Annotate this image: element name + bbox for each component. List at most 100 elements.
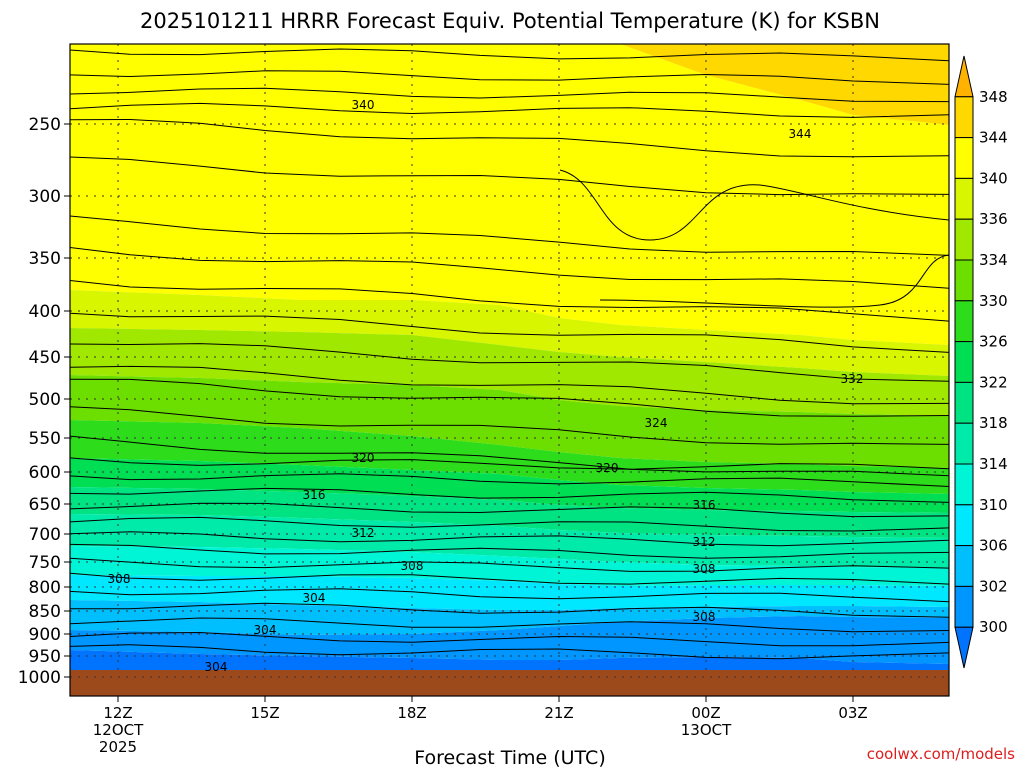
y-tick-label: 950 [29, 647, 61, 667]
contour-line [70, 378, 949, 417]
contour-label: 324 [645, 416, 668, 430]
contour-line [70, 531, 949, 547]
color-band [70, 290, 949, 376]
contour-line [70, 644, 949, 660]
color-band [70, 487, 949, 538]
contour-label: 316 [693, 498, 716, 512]
colorbar-swatch [954, 422, 974, 465]
colorbar-swatch [954, 545, 974, 587]
contour-line [70, 588, 949, 603]
contour-line [70, 156, 949, 196]
colorbar-label: 310 [979, 496, 1008, 514]
x-axis-label: Forecast Time (UTC) [414, 747, 605, 768]
colorbar-label: 330 [979, 292, 1008, 310]
y-tick-label: 850 [29, 602, 61, 622]
colorbar-swatch [954, 463, 974, 506]
contour-line [70, 602, 949, 618]
x-tick-label: 15Z [250, 704, 279, 722]
contour-line [70, 572, 949, 585]
contour-label: 320 [352, 451, 375, 465]
contour-line [70, 365, 949, 405]
terrain-below-surface [70, 670, 949, 696]
contour-label: 304 [303, 591, 326, 605]
contour-line [70, 87, 949, 103]
contour-line [70, 516, 949, 532]
x-tick-label: 2025 [99, 738, 137, 756]
colorbar-swatch [954, 55, 974, 98]
y-tick-label: 250 [29, 115, 61, 135]
x-tick-label: 21Z [544, 704, 573, 722]
contour-label: 344 [789, 127, 812, 141]
contour-line [70, 247, 949, 289]
contour-line [70, 435, 949, 477]
colorbar-label: 322 [979, 373, 1008, 391]
contour-line [70, 118, 949, 158]
colorbar-swatch [954, 504, 974, 547]
x-tick-label: 18Z [397, 704, 426, 722]
contour-line [599, 254, 949, 308]
colorbar-swatch [954, 137, 974, 179]
colorbar-swatch [954, 218, 974, 261]
contour-line [70, 102, 949, 118]
colorbar-swatch [954, 300, 974, 343]
color-band [70, 650, 949, 670]
colorbar-label: 302 [979, 577, 1008, 595]
contour-label: 316 [303, 488, 326, 502]
y-tick-label: 750 [29, 553, 61, 573]
y-tick-label: 650 [29, 495, 61, 515]
colorbar-swatch [954, 96, 974, 139]
contour-line [70, 617, 949, 633]
contour-label: 308 [401, 559, 424, 573]
color-band [70, 616, 949, 664]
colorbar-swatch [954, 381, 974, 424]
colorbar-label: 300 [979, 618, 1008, 636]
contour-label: 304 [254, 623, 277, 637]
x-tick-label: 12OCT [93, 721, 144, 739]
colorbar-label: 314 [979, 455, 1008, 473]
colorbar-label: 306 [979, 537, 1008, 555]
color-band [70, 420, 949, 494]
colorbar-label: 348 [979, 88, 1008, 106]
contour-label: 308 [108, 572, 131, 586]
color-band [70, 328, 949, 416]
contour-line [70, 631, 949, 647]
contour-line [70, 502, 949, 518]
contour-line [70, 215, 949, 256]
color-band [70, 44, 949, 125]
colorbar-label: 344 [979, 129, 1008, 147]
contour-label: 304 [205, 660, 228, 674]
colorbar-label: 334 [979, 251, 1008, 269]
contour-label: 312 [693, 535, 716, 549]
contour-line [70, 487, 949, 503]
contour-label: 312 [352, 526, 375, 540]
colorbar-label: 326 [979, 333, 1008, 351]
contour-line [70, 557, 949, 572]
contour-line [70, 406, 949, 445]
contour-line [70, 280, 949, 322]
y-axis-ticks: 250 300 350 400 450 500 550 600 650 700 750 800 850 9… [18, 115, 70, 688]
colorbar-label: 336 [979, 210, 1008, 228]
contour-line [70, 543, 949, 559]
contour-line [70, 48, 949, 62]
contour-label: 340 [352, 98, 375, 112]
y-tick-label: 700 [29, 525, 61, 545]
contour-line [70, 473, 949, 487]
colorbar-swatch [954, 177, 974, 220]
y-tick-label: 600 [29, 463, 61, 483]
contour-line [70, 343, 949, 382]
colorbar-swatch [954, 259, 974, 302]
y-tick-label: 300 [29, 187, 61, 207]
contour-line [70, 70, 949, 85]
plot-frame [69, 43, 950, 697]
contour-line [70, 312, 949, 353]
contour-label: 308 [693, 562, 716, 576]
y-tick-label: 400 [29, 302, 61, 322]
contour-line [70, 457, 949, 470]
colorbar-swatch [954, 585, 974, 628]
color-band [70, 375, 949, 468]
x-tick-label: 00Z [691, 704, 720, 722]
color-band [70, 514, 949, 568]
contour-lines [70, 48, 949, 660]
